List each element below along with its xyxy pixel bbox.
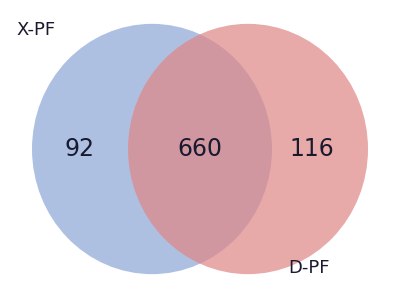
Text: 92: 92 [65,137,95,161]
Ellipse shape [32,24,272,274]
Text: D-PF: D-PF [288,259,330,277]
Text: X-PF: X-PF [16,21,55,39]
Text: 660: 660 [178,137,222,161]
Ellipse shape [128,24,368,274]
Text: 116: 116 [290,137,334,161]
